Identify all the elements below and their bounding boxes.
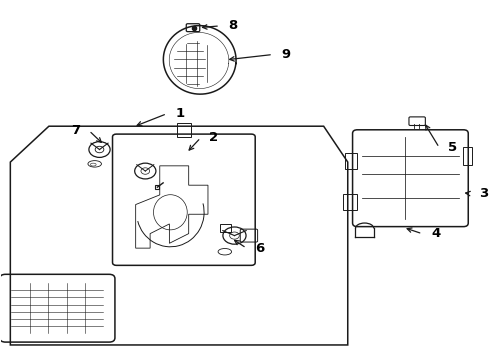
Text: 7: 7: [71, 124, 80, 137]
Text: 2: 2: [209, 131, 219, 144]
Text: 3: 3: [479, 187, 489, 200]
Text: 4: 4: [431, 227, 441, 240]
Text: 9: 9: [282, 48, 291, 61]
Text: 5: 5: [448, 141, 457, 154]
Text: 6: 6: [255, 242, 265, 255]
Text: 1: 1: [176, 107, 185, 120]
Text: 8: 8: [229, 19, 238, 32]
